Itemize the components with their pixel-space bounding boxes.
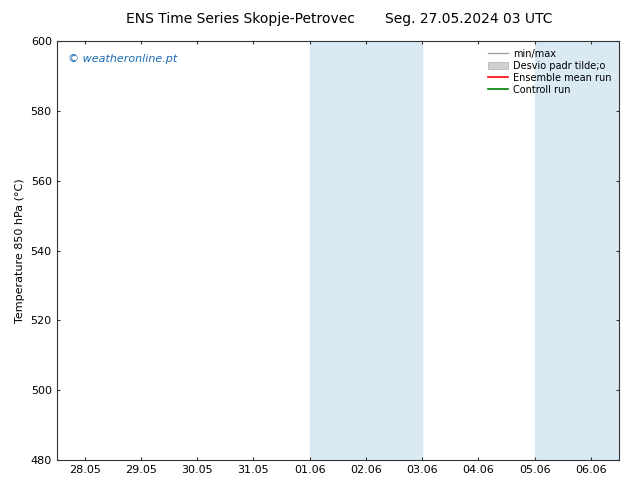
Y-axis label: Temperature 850 hPa (°C): Temperature 850 hPa (°C) xyxy=(15,178,25,323)
Text: ENS Time Series Skopje-Petrovec: ENS Time Series Skopje-Petrovec xyxy=(126,12,356,26)
Text: Seg. 27.05.2024 03 UTC: Seg. 27.05.2024 03 UTC xyxy=(385,12,553,26)
Bar xyxy=(534,41,619,460)
Bar xyxy=(310,41,422,460)
Legend: min/max, Desvio padr tilde;o, Ensemble mean run, Controll run: min/max, Desvio padr tilde;o, Ensemble m… xyxy=(486,46,614,98)
Text: © weatheronline.pt: © weatheronline.pt xyxy=(68,53,177,64)
